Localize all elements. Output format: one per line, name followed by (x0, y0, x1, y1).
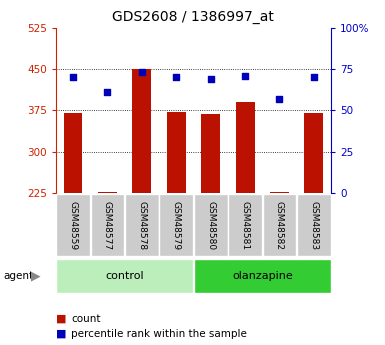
Point (139, 70, 145, 75)
Bar (194, 259, 331, 294)
Point (242, 73, 248, 78)
Text: count: count (71, 314, 101, 324)
Bar (305, 113, 323, 193)
Text: GSM48579: GSM48579 (172, 200, 181, 250)
Bar (56, 259, 193, 294)
Bar (297, 194, 331, 256)
Bar (201, 114, 220, 193)
Bar (159, 194, 193, 256)
Bar (56, 194, 90, 256)
Bar (132, 69, 151, 193)
Text: control: control (105, 272, 144, 281)
Bar (90, 194, 124, 256)
Text: agent: agent (4, 272, 34, 281)
Bar (194, 194, 228, 256)
Text: GSM48577: GSM48577 (103, 200, 112, 250)
Text: GSM48583: GSM48583 (310, 200, 318, 250)
Bar (263, 194, 296, 256)
Point (208, 76, 214, 82)
Text: ■: ■ (56, 329, 66, 339)
Bar (125, 194, 159, 256)
Text: olanzapine: olanzapine (232, 272, 293, 281)
Point (173, 75, 179, 80)
Bar (270, 191, 289, 193)
Bar (64, 113, 82, 193)
Text: percentile rank within the sample: percentile rank within the sample (71, 329, 247, 339)
Text: GSM48582: GSM48582 (275, 200, 284, 250)
Bar (167, 112, 186, 193)
Text: GSM48580: GSM48580 (206, 200, 215, 250)
Point (70, 75, 76, 80)
Text: ■: ■ (56, 314, 66, 324)
Text: GDS2608 / 1386997_at: GDS2608 / 1386997_at (112, 10, 273, 24)
Bar (98, 191, 117, 193)
Point (276, 96, 283, 101)
Point (104, 89, 110, 95)
Text: ▶: ▶ (31, 270, 41, 283)
Text: GSM48581: GSM48581 (241, 200, 249, 250)
Bar (236, 102, 254, 193)
Point (311, 75, 317, 80)
Text: GSM48559: GSM48559 (69, 200, 77, 250)
Bar (228, 194, 262, 256)
Text: GSM48578: GSM48578 (137, 200, 146, 250)
